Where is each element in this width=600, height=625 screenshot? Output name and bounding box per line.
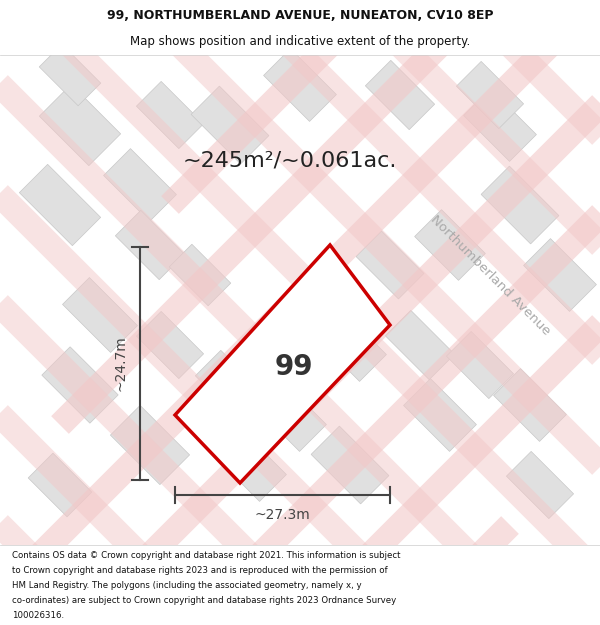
Polygon shape bbox=[404, 379, 476, 451]
Text: HM Land Registry. The polygons (including the associated geometry, namely x, y: HM Land Registry. The polygons (includin… bbox=[12, 581, 362, 590]
Polygon shape bbox=[356, 231, 424, 299]
Polygon shape bbox=[365, 61, 434, 129]
Polygon shape bbox=[415, 209, 485, 281]
Polygon shape bbox=[42, 347, 118, 423]
Polygon shape bbox=[254, 379, 326, 451]
Polygon shape bbox=[115, 211, 185, 279]
Polygon shape bbox=[385, 311, 455, 379]
Polygon shape bbox=[40, 84, 121, 166]
Polygon shape bbox=[104, 149, 176, 221]
Text: ~27.3m: ~27.3m bbox=[254, 508, 310, 522]
Polygon shape bbox=[196, 351, 265, 419]
Text: 99: 99 bbox=[275, 353, 313, 381]
Text: Contains OS data © Crown copyright and database right 2021. This information is : Contains OS data © Crown copyright and d… bbox=[12, 551, 401, 561]
Polygon shape bbox=[214, 429, 286, 501]
Polygon shape bbox=[28, 453, 92, 517]
Text: ~24.7m: ~24.7m bbox=[113, 336, 127, 391]
Polygon shape bbox=[62, 278, 137, 352]
Text: 100026316.: 100026316. bbox=[12, 611, 64, 619]
Polygon shape bbox=[191, 86, 269, 164]
Polygon shape bbox=[39, 44, 101, 106]
Text: to Crown copyright and database rights 2023 and is reproduced with the permissio: to Crown copyright and database rights 2… bbox=[12, 566, 388, 575]
Polygon shape bbox=[446, 331, 514, 399]
Polygon shape bbox=[457, 61, 524, 129]
Polygon shape bbox=[314, 309, 386, 381]
Text: Northumberland Avenue: Northumberland Avenue bbox=[428, 213, 553, 338]
Polygon shape bbox=[110, 406, 190, 484]
Polygon shape bbox=[311, 426, 389, 504]
Polygon shape bbox=[506, 451, 574, 519]
Polygon shape bbox=[175, 245, 390, 483]
Text: 99, NORTHUMBERLAND AVENUE, NUNEATON, CV10 8EP: 99, NORTHUMBERLAND AVENUE, NUNEATON, CV1… bbox=[107, 9, 493, 22]
Polygon shape bbox=[136, 81, 203, 149]
Polygon shape bbox=[464, 89, 536, 161]
Polygon shape bbox=[263, 49, 337, 121]
Polygon shape bbox=[19, 164, 101, 246]
Text: Map shows position and indicative extent of the property.: Map shows position and indicative extent… bbox=[130, 35, 470, 48]
Polygon shape bbox=[481, 166, 559, 244]
Text: co-ordinates) are subject to Crown copyright and database rights 2023 Ordnance S: co-ordinates) are subject to Crown copyr… bbox=[12, 596, 396, 605]
Polygon shape bbox=[524, 239, 596, 311]
Polygon shape bbox=[494, 369, 566, 441]
Polygon shape bbox=[136, 311, 203, 379]
Text: ~245m²/~0.061ac.: ~245m²/~0.061ac. bbox=[183, 150, 397, 170]
Polygon shape bbox=[169, 244, 231, 306]
